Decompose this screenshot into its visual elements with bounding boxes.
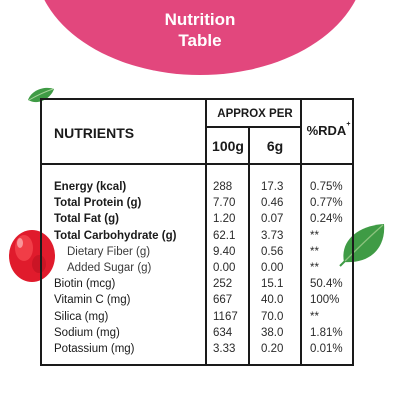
- table-row: Total Protein (g) 7.70 0.46 0.77%: [42, 195, 352, 211]
- value-100g: 1167: [213, 310, 238, 323]
- header-rda-mark: +: [346, 121, 351, 128]
- nutrient-name: Biotin (mcg): [54, 278, 116, 291]
- nutrient-name: Silica (mg): [54, 310, 109, 323]
- value-100g: 62.1: [213, 229, 236, 242]
- header-100g: 100g: [212, 138, 244, 154]
- nutrient-name: Total Fat (g): [54, 213, 119, 226]
- header-rda: %RDA+: [303, 121, 354, 138]
- value-rda: 0.75%: [310, 181, 343, 193]
- value-100g: 667: [213, 294, 233, 307]
- value-100g: 9.40: [213, 245, 236, 258]
- table-row: Total Carbohydrate (g) 62.1 3.73 **: [42, 228, 352, 244]
- leaf-icon: [28, 87, 54, 103]
- nutrition-table: NUTRIENTS APPROX PER 100g 6g %RDA+ Energ…: [40, 98, 354, 366]
- value-6g: 3.73: [261, 229, 284, 242]
- value-rda: 0.01%: [310, 342, 343, 355]
- value-100g: 634: [213, 326, 233, 339]
- nutrient-name: Potassium (mg): [54, 342, 135, 355]
- value-rda: 1.81%: [310, 326, 343, 339]
- table-body: Energy (kcal) 288 17.3 0.75% Total Prote…: [42, 179, 352, 357]
- value-rda: 50.4%: [310, 278, 343, 291]
- header-rda-label: %RDA: [306, 123, 347, 138]
- table-row: Sodium (mg) 634 38.0 1.81%: [42, 325, 352, 341]
- table-row: Biotin (mcg) 252 15.1 50.4%: [42, 276, 352, 292]
- value-6g: 38.0: [261, 326, 284, 339]
- table-row: Dietary Fiber (g) 9.40 0.56 **: [42, 244, 352, 260]
- title-line-2: Table: [178, 31, 222, 50]
- table-row: Vitamin C (mg) 667 40.0 100%: [42, 292, 352, 308]
- divider: [42, 163, 352, 165]
- nutrient-name: Added Sugar (g): [67, 261, 152, 274]
- nutrient-name: Energy (kcal): [54, 181, 127, 193]
- table-row: Added Sugar (g) 0.00 0.00 **: [42, 260, 352, 276]
- table-row: Energy (kcal) 288 17.3 0.75%: [42, 179, 352, 195]
- value-rda: **: [310, 245, 319, 258]
- header-nutrients: NUTRIENTS: [54, 125, 135, 141]
- value-6g: 40.0: [261, 294, 284, 307]
- value-rda: 0.24%: [310, 213, 343, 226]
- value-100g: 1.20: [213, 213, 236, 226]
- table-row: Silica (mg) 1167 70.0 **: [42, 309, 352, 325]
- value-6g: 0.46: [261, 197, 284, 210]
- table-row: Potassium (mg) 3.33 0.20 0.01%: [42, 341, 352, 357]
- value-6g: 0.00: [261, 261, 284, 274]
- divider: [248, 128, 250, 364]
- value-rda: **: [310, 310, 319, 323]
- nutrient-name: Dietary Fiber (g): [67, 245, 151, 258]
- nutrient-name: Total Carbohydrate (g): [54, 229, 177, 242]
- value-100g: 7.70: [213, 197, 236, 210]
- value-100g: 0.00: [213, 261, 236, 274]
- value-100g: 3.33: [213, 342, 236, 355]
- value-rda: **: [310, 229, 319, 242]
- value-6g: 70.0: [261, 310, 284, 323]
- divider: [205, 126, 300, 128]
- header-6g: 6g: [266, 138, 284, 154]
- value-rda: **: [310, 261, 319, 274]
- value-6g: 0.20: [261, 342, 284, 355]
- nutrient-name: Vitamin C (mg): [54, 294, 131, 307]
- value-100g: 252: [213, 278, 233, 291]
- title-line-1: Nutrition: [164, 10, 236, 29]
- value-rda: 0.77%: [310, 197, 343, 210]
- nutrient-name: Sodium (mg): [54, 326, 120, 339]
- value-6g: 17.3: [261, 181, 284, 193]
- table-row: Total Fat (g) 1.20 0.07 0.24%: [42, 211, 352, 227]
- value-6g: 15.1: [261, 278, 284, 291]
- page-title: Nutrition Table: [0, 9, 400, 51]
- value-6g: 0.07: [261, 213, 284, 226]
- value-100g: 288: [213, 181, 233, 193]
- divider: [205, 100, 207, 364]
- value-6g: 0.56: [261, 245, 284, 258]
- value-rda: 100%: [310, 294, 340, 307]
- header-approx-per: APPROX PER: [217, 108, 293, 120]
- divider: [300, 100, 302, 364]
- berry-icon: [9, 230, 55, 282]
- nutrient-name: Total Protein (g): [54, 197, 142, 210]
